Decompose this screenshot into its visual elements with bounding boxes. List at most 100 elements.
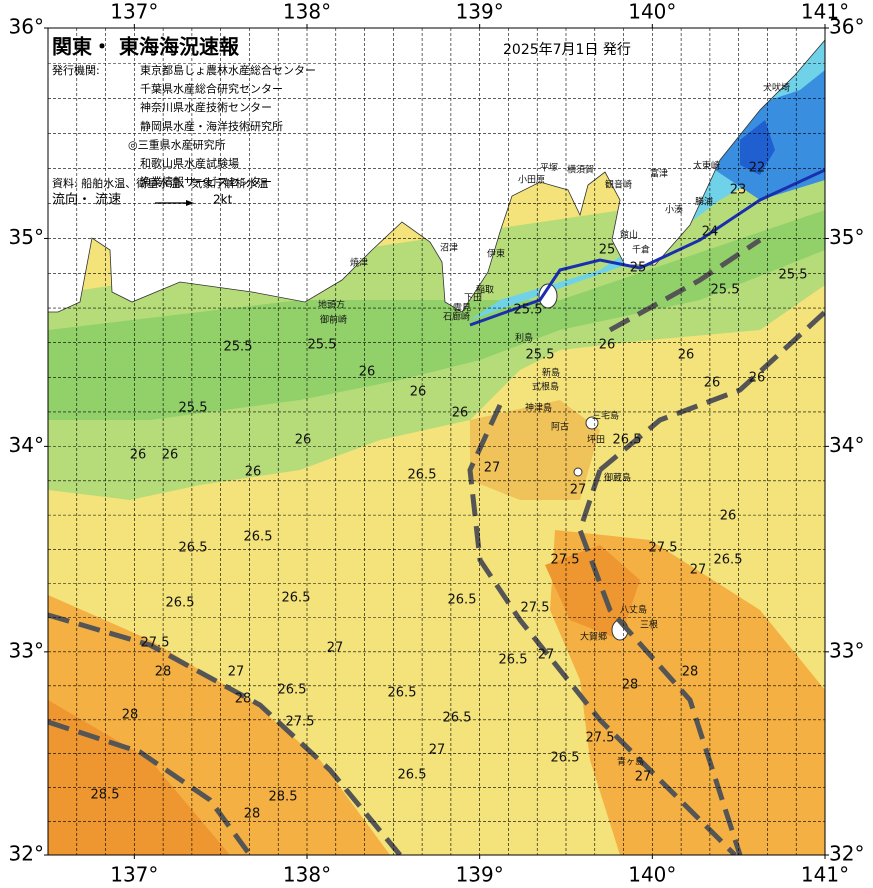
place-name: 雲見 — [453, 303, 471, 314]
data-source: 資料: 船舶水温、衛星水温、気象庁解析水温 — [52, 176, 268, 190]
header: 関東・ 東海海況速報 2025年7月1日 発行 発行機関: 東京都島しょ農林水産… — [52, 35, 631, 208]
flow-arrow-head — [186, 200, 194, 206]
contour-label: 28 — [235, 692, 252, 707]
contour-label: 25.5 — [308, 338, 337, 353]
contour-label: 27.5 — [521, 601, 550, 616]
map-frame — [47, 27, 826, 856]
contour-25-line — [469, 168, 825, 327]
land — [48, 28, 825, 313]
contour-label: 26 — [295, 433, 312, 448]
contour-label: 27.5 — [649, 541, 678, 556]
y-tick-label: 32° — [829, 842, 864, 866]
agency: 神奈川県水産技術センター — [140, 100, 272, 114]
contour-label: 24 — [702, 225, 719, 240]
contour-label: 26 — [245, 465, 262, 480]
place-name: 千倉 — [632, 244, 650, 256]
contour-label: 25 — [630, 261, 647, 276]
place-name: 勝浦 — [695, 196, 713, 208]
place-name: 坪田 — [587, 435, 605, 446]
agencies-label: 発行機関: — [52, 63, 100, 77]
contour-label: 27.5 — [141, 636, 170, 651]
contour-label: 28 — [622, 678, 639, 693]
sea-green-dark — [48, 210, 825, 420]
place-name: 御前崎 — [320, 314, 347, 326]
x-tick-label: 139° — [456, 863, 504, 887]
place-name: 式根島 — [532, 381, 559, 393]
contour-label: 26.5 — [282, 591, 311, 606]
contour-label: 26.5 — [244, 530, 273, 545]
contour-label: 26 — [704, 376, 721, 391]
contour-label: 26 — [678, 348, 695, 363]
contour-label: 26 — [410, 385, 427, 400]
kuroshio-path — [577, 469, 743, 855]
y-tick-label: 35° — [9, 225, 44, 249]
place-name: 太東崎 — [693, 160, 720, 172]
agency: 千葉県水産総合研究センター — [140, 82, 283, 96]
x-tick-label: 140° — [628, 0, 676, 24]
sea-warm-patch — [470, 400, 600, 500]
x-tick-label: 138° — [283, 863, 331, 887]
place-name: 御蔵島 — [604, 472, 631, 484]
kuroshio-path — [48, 612, 402, 855]
place-name: 伊東 — [487, 248, 505, 260]
contour-label: 23 — [730, 183, 747, 198]
flow-scale: 2kt — [213, 193, 233, 207]
contour-labels: 25.5 25.5 25.5 26 26 26 26 26 26 26 26.5 27 26.5 26.5… — [91, 161, 808, 822]
axes: 137° 137° 138° 138° 139° 139° 140° 140° 141° 141°… — [9, 0, 865, 887]
contour-label: 27 — [570, 483, 587, 498]
sea-temperature-map: 25.5 25.5 25.5 26 26 26 26 26 26 26 26.5 27 26.5 26.5… — [48, 28, 825, 855]
kuroshio-path — [48, 719, 253, 855]
contour-label: 22 — [749, 161, 766, 176]
contour-label: 27 — [690, 563, 707, 578]
place-name: 大賀郷 — [580, 631, 607, 643]
graticule — [48, 28, 825, 855]
x-tick-label: 141° — [801, 0, 849, 24]
contour-label: 26 — [359, 365, 376, 380]
y-tick-label: 34° — [829, 433, 864, 457]
y-tick-label: 36° — [829, 15, 864, 39]
agencies: 東京都島しょ農林水産総合センター千葉県水産総合研究センター神奈川県水産技術センタ… — [128, 63, 316, 189]
contour-label: 26.5 — [714, 553, 743, 568]
place-name: 小田原 — [518, 175, 545, 186]
title: 関東・ 東海海況速報 — [52, 35, 240, 59]
y-tick-label: 32° — [9, 842, 44, 866]
place-name: 稲取 — [476, 284, 494, 296]
contour-label: 25.5 — [526, 348, 555, 363]
contour-label: 26.5 — [448, 593, 477, 608]
sea-orange-core — [545, 545, 640, 640]
place-name: 小湊 — [665, 204, 683, 216]
place-name: 富津 — [650, 168, 668, 180]
contour-label: 25.5 — [179, 401, 208, 416]
contour-label: 28 — [682, 665, 699, 680]
contour-label: 28.5 — [269, 790, 298, 805]
contour-label: 27.5 — [551, 553, 580, 568]
contour-label: 27 — [327, 641, 344, 656]
place-name: 阿古 — [551, 421, 569, 433]
place-name: 三宅島 — [592, 410, 619, 422]
place-name: 地頭方 — [318, 299, 345, 311]
contour-label: 27 — [635, 770, 652, 785]
contour-label: 26.5 — [443, 711, 472, 726]
contour-label: 27 — [429, 743, 446, 758]
agency: 東京都島しょ農林水産総合センター — [140, 63, 316, 77]
contour-label: 26.5 — [278, 683, 307, 698]
contour-label: 26 — [720, 509, 737, 524]
contour-label: 28 — [244, 807, 261, 822]
kuroshio-path — [598, 310, 825, 472]
contour-label: 28 — [122, 708, 139, 723]
agency: 静岡県水産・海洋技術研究所 — [140, 119, 283, 133]
place-name: 利島 — [515, 332, 533, 344]
contour-label: 26 — [130, 448, 147, 463]
issue-date: 2025年7月1日 発行 — [503, 42, 631, 58]
place-name: 石廊崎 — [443, 311, 470, 323]
y-tick-label: 33° — [9, 638, 44, 662]
contour-label: 28 — [155, 665, 172, 680]
flow-label: 流向・ 流速 — [52, 192, 121, 208]
place-name: 観音崎 — [605, 179, 632, 191]
x-tick-label: 141° — [801, 863, 849, 887]
x-tick-label: 137° — [110, 0, 158, 24]
x-tick-label: 140° — [628, 863, 676, 887]
contour-label: 26.5 — [179, 541, 208, 556]
